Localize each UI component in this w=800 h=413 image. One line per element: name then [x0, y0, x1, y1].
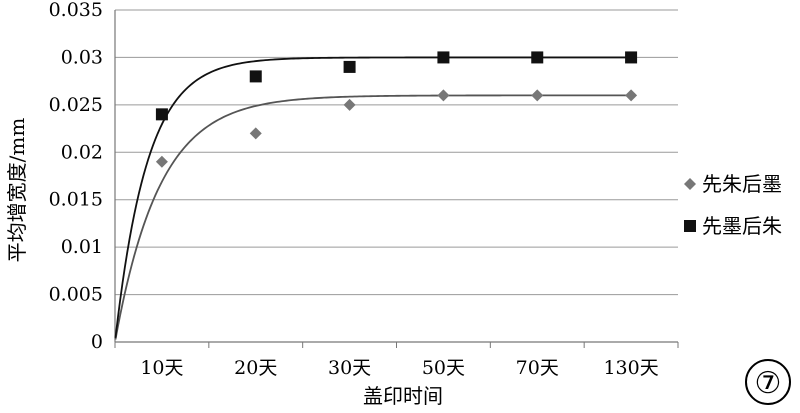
- point-series-2: [531, 51, 544, 64]
- point-series-1: [531, 89, 544, 102]
- point-series-2: [155, 108, 168, 121]
- badge-number: ⑦: [755, 366, 782, 401]
- y-tick-label: 0.02: [61, 141, 103, 163]
- x-tick-label: 20天: [234, 357, 277, 379]
- y-tick-label: 0.01: [61, 236, 103, 258]
- legend-marker-diamond: [684, 178, 696, 190]
- gridlines: [115, 9, 678, 296]
- figure-number-badge: ⑦: [745, 359, 791, 405]
- y-tick-label: 0: [91, 331, 103, 353]
- point-series-2: [249, 70, 262, 83]
- y-axis-title: 平均增宽度/mm: [5, 118, 29, 263]
- axes: [114, 10, 679, 348]
- y-tick-label: 0.005: [49, 284, 103, 306]
- x-tick-label: 10天: [140, 357, 183, 379]
- point-series-2: [343, 60, 356, 73]
- legend-marker-square: [684, 220, 696, 232]
- x-tick-label: 50天: [422, 357, 465, 379]
- legend-label-series-2: 先墨后朱: [702, 214, 782, 238]
- y-tick-label: 0.025: [49, 94, 103, 116]
- x-tick-label: 130天: [603, 357, 658, 379]
- trendline-series-1: [114, 94, 632, 340]
- badge-circle: [745, 359, 791, 405]
- point-series-2: [625, 51, 638, 64]
- trendline-series-2: [114, 56, 632, 339]
- trendlines: [114, 56, 632, 340]
- point-series-1: [155, 155, 168, 168]
- point-series-1: [343, 98, 356, 111]
- y-tick-labels: 0 0.005 0.01 0.015 0.02 0.025 0.03 0.035: [49, 0, 103, 353]
- y-tick-label: 0.035: [49, 0, 103, 21]
- point-series-1: [249, 127, 262, 140]
- x-tick-label: 70天: [516, 357, 559, 379]
- legend-label-series-1: 先朱后墨: [702, 172, 782, 196]
- point-series-2: [437, 51, 450, 64]
- x-axis-title: 盖印时间: [363, 384, 443, 408]
- point-series-1: [625, 89, 638, 102]
- data-points: [155, 51, 638, 168]
- x-tick-labels: 10天 20天 30天 50天 70天 130天: [140, 357, 658, 379]
- legend: 先朱后墨 先墨后朱: [684, 172, 782, 238]
- point-series-1: [437, 89, 450, 102]
- x-tick-label: 30天: [328, 357, 371, 379]
- y-tick-label: 0.015: [49, 189, 103, 211]
- y-tick-label: 0.03: [61, 46, 103, 68]
